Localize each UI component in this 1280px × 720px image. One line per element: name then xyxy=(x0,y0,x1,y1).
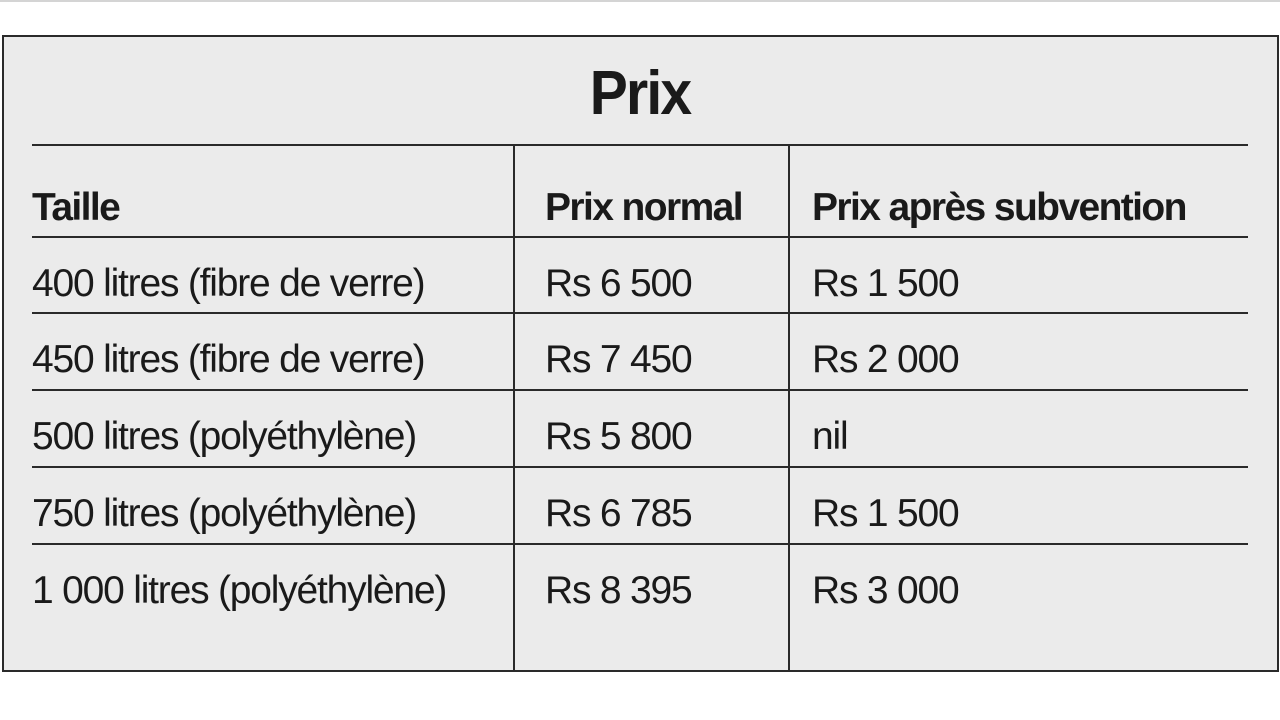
subsidized-price-cell: Rs 1 500 xyxy=(812,492,960,535)
subsidized-price-cell: nil xyxy=(812,415,849,458)
header-prix-normal: Prix normal xyxy=(545,186,744,229)
header-taille: Taille xyxy=(32,186,121,229)
rule-row xyxy=(32,389,1248,391)
subsidized-price-cell: Rs 2 000 xyxy=(812,338,960,381)
rule-row xyxy=(32,466,1248,468)
normal-price-cell: Rs 6 785 xyxy=(545,492,693,535)
rule-title xyxy=(32,144,1248,146)
rule-row xyxy=(32,312,1248,314)
normal-price-cell: Rs 5 800 xyxy=(545,415,693,458)
size-cell: 750 litres (polyéthylène) xyxy=(32,492,417,535)
size-cell: 450 litres (fibre de verre) xyxy=(32,338,426,381)
rule-row xyxy=(32,543,1248,545)
price-table-panel xyxy=(2,35,1279,672)
subsidized-price-cell: Rs 3 000 xyxy=(812,569,960,612)
normal-price-cell: Rs 6 500 xyxy=(545,262,693,305)
normal-price-cell: Rs 8 395 xyxy=(545,569,693,612)
size-cell: 500 litres (polyéthylène) xyxy=(32,415,417,458)
size-cell: 400 litres (fibre de verre) xyxy=(32,262,426,305)
size-cell: 1 000 litres (polyéthylène) xyxy=(32,569,447,612)
top-divider xyxy=(0,0,1280,2)
normal-price-cell: Rs 7 450 xyxy=(545,338,693,381)
subsidized-price-cell: Rs 1 500 xyxy=(812,262,960,305)
column-divider xyxy=(513,145,515,670)
rule-header xyxy=(32,236,1248,238)
header-prix-apres-subvention: Prix après subvention xyxy=(812,186,1187,229)
column-divider xyxy=(788,145,790,670)
table-title: Prix xyxy=(589,59,692,128)
